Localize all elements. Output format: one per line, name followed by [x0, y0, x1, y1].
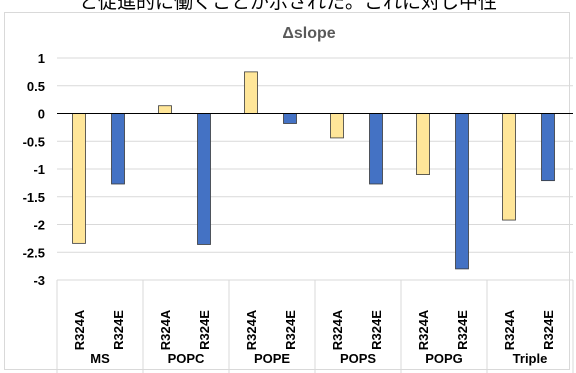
- bar-ms-r324a: [72, 113, 86, 244]
- x-group-label: POPE: [254, 351, 290, 366]
- y-tick-label: 0: [38, 107, 45, 122]
- x-category-label: R324A: [416, 309, 431, 350]
- bar-popc-r324e: [197, 113, 211, 245]
- chart-frame: [4, 12, 570, 370]
- x-group-label: POPS: [340, 351, 376, 366]
- bar-pope-r324e: [283, 113, 297, 124]
- x-category-label: R324E: [541, 310, 556, 350]
- bar-triple-r324e: [541, 113, 555, 182]
- bar-popg-r324a: [416, 113, 430, 175]
- x-group-label: Triple: [513, 351, 548, 366]
- x-category-label: R324A: [330, 309, 345, 350]
- y-tick-label: 1: [38, 51, 45, 66]
- y-tick-label: -1.5: [23, 190, 45, 205]
- bar-ms-r324e: [111, 113, 125, 185]
- axis-lines: [56, 113, 574, 373]
- x-category-label: R324E: [283, 310, 298, 350]
- x-group-label: MS: [90, 351, 110, 366]
- x-group-label: POPG: [425, 351, 463, 366]
- x-category-label: R324E: [369, 310, 384, 350]
- y-tick-label: -3: [33, 273, 45, 288]
- y-tick-label: -1: [33, 162, 45, 177]
- bar-pope-r324a: [244, 71, 258, 114]
- bar-pops-r324e: [369, 113, 383, 185]
- bar-triple-r324a: [502, 113, 516, 221]
- x-category-label: R324A: [158, 309, 173, 350]
- x-category-label: R324A: [244, 309, 259, 350]
- x-category-label: R324E: [455, 310, 470, 350]
- bar-popg-r324e: [455, 113, 469, 270]
- bars: [72, 71, 555, 270]
- y-axis-ticks: 1 0.5 0 -0.5 -1 -1.5 -2 -2.5 -3: [23, 51, 45, 288]
- x-category-label: R324A: [72, 309, 87, 350]
- gridlines: [57, 57, 573, 281]
- y-tick-label: -2: [33, 218, 45, 233]
- y-tick-label: -2.5: [23, 245, 45, 260]
- bar-popc-r324a: [158, 105, 172, 114]
- y-tick-label: -0.5: [23, 134, 45, 149]
- chart-title: Δslope: [282, 25, 335, 42]
- x-group-label: POPC: [168, 351, 205, 366]
- x-category-label: R324A: [502, 309, 517, 350]
- bar-pops-r324a: [330, 113, 344, 139]
- x-category-label: R324E: [111, 310, 126, 350]
- x-category-label: R324E: [197, 310, 212, 350]
- y-tick-label: 0.5: [27, 79, 45, 94]
